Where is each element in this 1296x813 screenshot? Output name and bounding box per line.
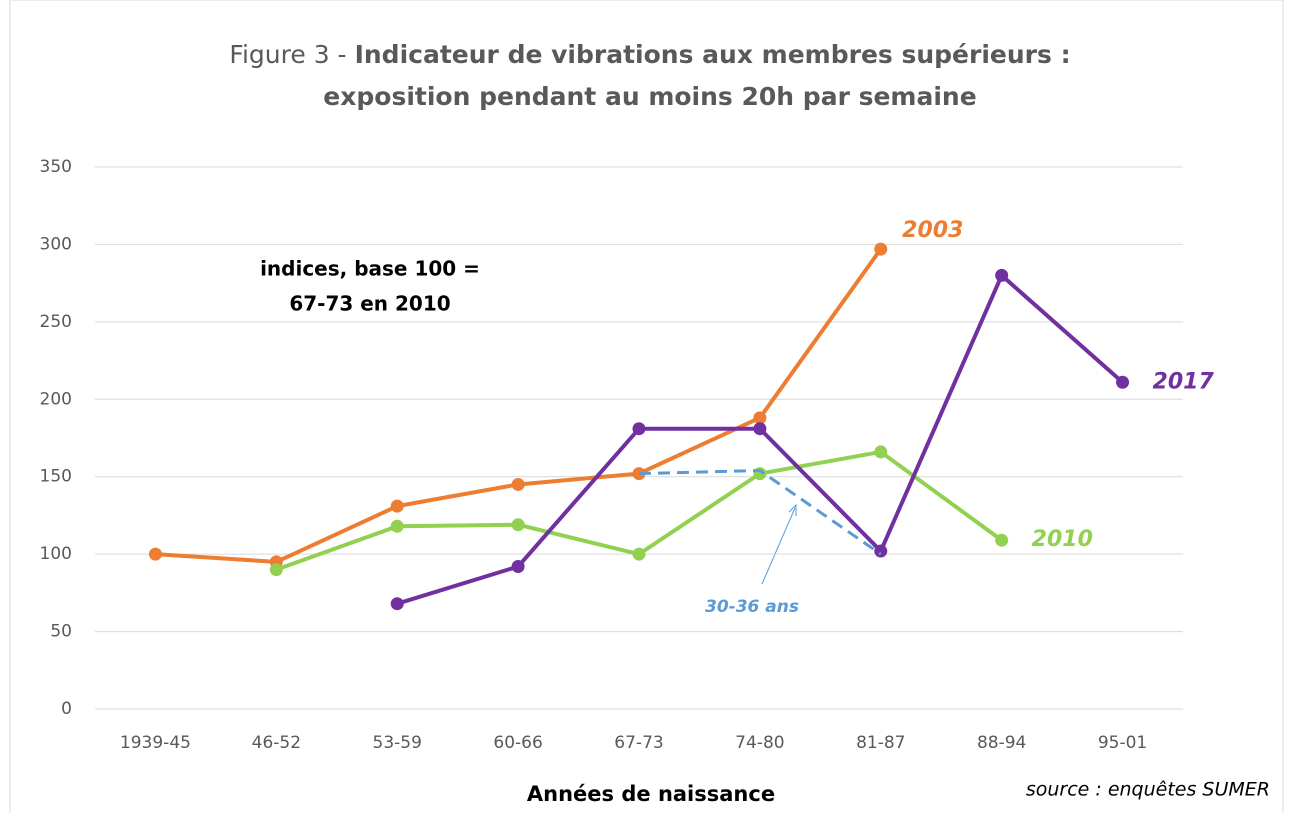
title-prefix: Figure 3 - (229, 40, 346, 69)
series-label: 2010 (1032, 527, 1093, 552)
series-label: 2003 (902, 218, 963, 243)
title-main: Indicateur de vibrations aux membres sup… (355, 40, 1071, 69)
y-tick-label: 200 (40, 389, 72, 409)
series-label: 2017 (1153, 369, 1215, 394)
y-tick-label: 250 (40, 312, 72, 332)
x-tick-label: 81-87 (856, 733, 905, 753)
data-point (390, 519, 404, 533)
data-point (995, 533, 1009, 547)
y-tick-label: 300 (40, 234, 72, 254)
data-point (511, 560, 525, 574)
data-point (874, 242, 888, 256)
data-point (148, 547, 162, 561)
series-label: 30-36 ans (705, 597, 799, 617)
data-point (753, 411, 767, 425)
x-tick-label: 95-01 (1098, 733, 1147, 753)
annotation-arrow (761, 507, 796, 585)
chart-title: Figure 3 - Indicateur de vibrations aux m… (229, 40, 1070, 69)
arrow-head (788, 503, 797, 516)
source-note: source : enquêtes SUMER (1026, 779, 1270, 801)
chart-frame (9, 0, 1284, 813)
data-point (511, 477, 525, 491)
x-tick-label: 53-59 (373, 733, 422, 753)
data-point (632, 422, 646, 436)
data-point (269, 563, 283, 577)
x-tick-label: 88-94 (977, 733, 1026, 753)
x-tick-label: 67-73 (614, 733, 663, 753)
y-tick-label: 350 (40, 157, 72, 177)
data-point (753, 422, 767, 436)
y-tick-label: 50 (50, 622, 72, 642)
data-point (390, 499, 404, 513)
x-tick-label: 1939-45 (120, 733, 191, 753)
annotation: indices, base 100 = (260, 257, 480, 281)
annotation: 67-73 en 2010 (289, 292, 450, 316)
x-axis-label: Années de naissance (527, 782, 775, 806)
y-tick-label: 0 (61, 699, 72, 719)
data-point (511, 518, 525, 532)
data-point (390, 597, 404, 611)
x-tick-label: 60-66 (493, 733, 542, 753)
y-tick-label: 100 (40, 544, 72, 564)
data-point (874, 445, 888, 459)
chart-subtitle: exposition pendant au moins 20h par sema… (323, 82, 976, 111)
data-point (995, 268, 1009, 282)
series-line (638, 469, 882, 556)
y-tick-label: 150 (40, 467, 72, 487)
x-tick-label: 74-80 (735, 733, 784, 753)
x-tick-label: 46-52 (252, 733, 301, 753)
data-point (1116, 375, 1130, 389)
data-point (874, 544, 888, 558)
data-point (632, 547, 646, 561)
